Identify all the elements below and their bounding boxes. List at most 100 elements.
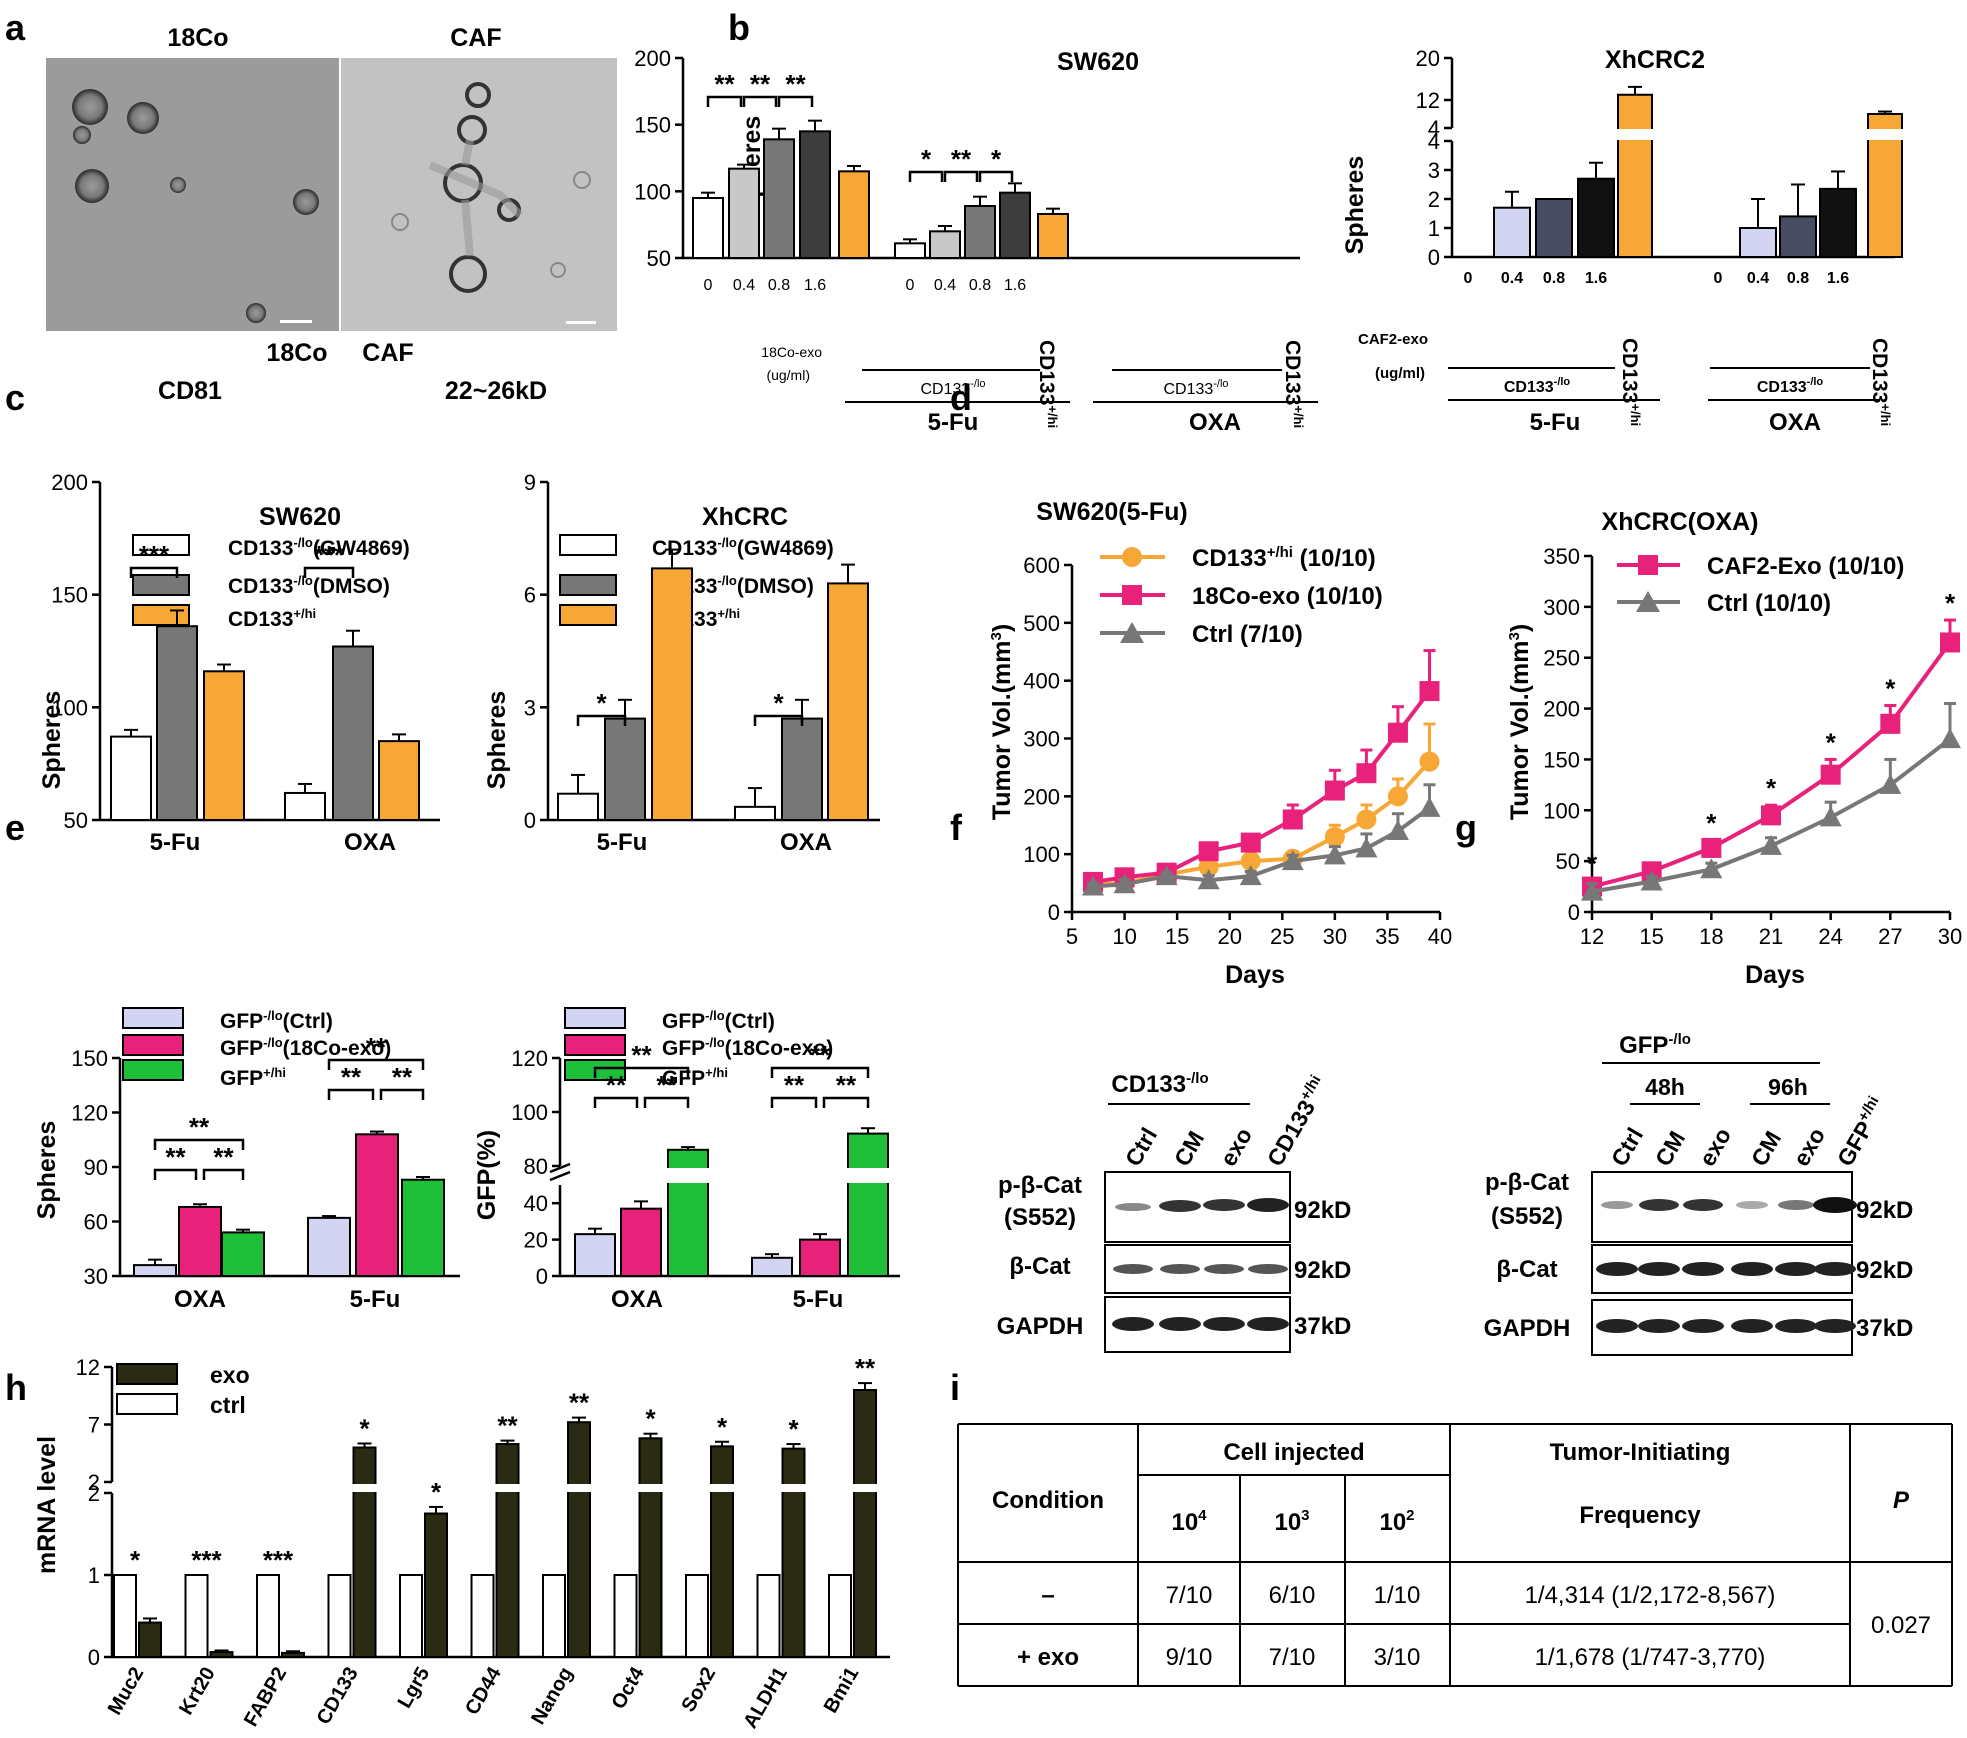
b1-bar-5-Fu-0 <box>692 197 724 259</box>
e2-sig-5-Fu-0-label: ** <box>784 1070 805 1100</box>
b2-bar-5-Fu-3 <box>1577 177 1615 258</box>
h-bar-ctrl-CD133 <box>327 1574 352 1658</box>
c2-group-5fu: 5-Fu <box>597 829 648 856</box>
b1-group-5fu: 5-Fu <box>928 409 979 436</box>
e2-bar-OXA-1 <box>620 1207 662 1278</box>
h-sig-Sox2: * <box>717 1412 728 1442</box>
d1-point-2-0 <box>1082 875 1105 896</box>
d2-point-1-2 <box>1700 858 1723 879</box>
f-row1-label1: p-β-Cat <box>998 1172 1082 1199</box>
a-title-caf: CAF <box>450 24 501 52</box>
e1-legend-3: GFP+/hi <box>220 1065 286 1090</box>
d1-legend: CD133+/hi (10/10) 18Co-exo (10/10) Ctrl … <box>1100 544 1383 648</box>
h-bar-exo-Lgr5 <box>424 1512 448 1658</box>
a-wb-caf: CAF <box>362 339 413 367</box>
d1-lines <box>1082 649 1441 896</box>
b2-dose-1-1: 0.4 <box>1747 270 1769 287</box>
b2-break-gap-5-Fu <box>1616 129 1654 140</box>
c2-bar-5-Fu-1 <box>604 717 646 821</box>
e2-ylabel: GFP(%) <box>473 1130 501 1220</box>
e2-sig-OXA-1-label: ** <box>656 1070 677 1100</box>
d1-point-1-4 <box>1240 832 1261 853</box>
h-category-CD133: CD133 <box>313 1664 363 1729</box>
d2-xtick-label-1: 15 <box>1639 924 1663 949</box>
c2-ytick-label-1: 3 <box>524 695 536 720</box>
b2-dose-1-3: 1.6 <box>1827 270 1849 287</box>
h-bar-ctrl-CD44 <box>470 1574 495 1658</box>
d1-ytick-label-0: 0 <box>1048 900 1060 925</box>
c2-sig-5-Fu-label: * <box>596 688 607 718</box>
b2-ytick-label-lower-2: 2 <box>1428 187 1440 212</box>
c1-bar-OXA-0 <box>284 791 326 822</box>
d1-line-0 <box>1092 760 1431 887</box>
i-row1-c2: 6/10 <box>1269 1582 1316 1609</box>
b2-dose-title: CAF2-exo <box>1358 331 1428 348</box>
h-category-FABP2: FABP2 <box>240 1664 291 1731</box>
c1-bar-OXA-2 <box>378 740 420 822</box>
tem-caf-vesicles <box>391 82 596 324</box>
h-ytick-label-upper-1: 7 <box>88 1413 100 1438</box>
g-row1-size: 92kD <box>1856 1197 1913 1224</box>
e2-ytick-label-upper-1: 100 <box>511 1100 548 1125</box>
i-header-p: P <box>1893 1487 1910 1514</box>
b1-dose-0-3: 1.6 <box>804 277 826 294</box>
panel-g: GFP-/lo 48h 96h Ctrl CM exo CM exo GFP+/… <box>1484 1031 1913 1356</box>
e2-sig-5-Fu-1-line <box>822 1096 870 1108</box>
f-row2-label: β-Cat <box>1009 1253 1070 1280</box>
e2-bar-5-Fu-0 <box>751 1256 793 1278</box>
f-bands <box>1112 1198 1289 1331</box>
c1-bars: *** *** <box>110 540 420 822</box>
c1-title: SW620 <box>259 503 341 531</box>
h-ytick-label-upper-2: 12 <box>76 1355 100 1380</box>
b2-ytick-label-lower-4: 4 <box>1428 129 1440 154</box>
d1-point-2-1 <box>1113 873 1136 894</box>
c2-legend: CD133-/lo(GW4869) CD133-/lo(DMSO) CD133+… <box>559 534 834 631</box>
d1-xtick-label-1: 10 <box>1112 924 1136 949</box>
h-legend: exo ctrl <box>116 1362 250 1418</box>
d2-ytick-label-1: 50 <box>1556 849 1580 874</box>
e1-ytick-label-0: 30 <box>84 1264 108 1289</box>
b1-bar-5-Fu-3 <box>799 130 831 259</box>
c1-sig-5-Fu-line <box>129 566 179 578</box>
c2-bar-OXA-1 <box>781 717 823 821</box>
h-ylabel: mRNA level <box>33 1436 61 1574</box>
d1-ytick-label-1: 100 <box>1023 842 1060 867</box>
b1-sig-OXA-0-line <box>908 170 944 182</box>
e1-sig-5-Fu-2-line <box>327 1058 425 1070</box>
panel-a: 18Co CAF 18Co CAF CD81 2 <box>46 24 617 405</box>
f-lane-cm: CM <box>1169 1127 1209 1171</box>
b1-sig-OXA-2-line <box>978 170 1014 182</box>
b2-group-5fu: 5-Fu <box>1530 409 1581 436</box>
b2-group-oxa: OXA <box>1769 409 1821 436</box>
h-category-ALDH1: ALDH1 <box>739 1664 791 1733</box>
b1-sig-5-Fu-0-line <box>706 95 743 107</box>
e2-break-gap-OXA-2 <box>666 1168 710 1183</box>
d2-sig-2: * <box>1766 773 1777 803</box>
d1-ytick-label-3: 300 <box>1023 727 1060 752</box>
b2-dose-0-2: 0.8 <box>1543 270 1565 287</box>
e1-group-5fu: 5-Fu <box>350 1286 401 1313</box>
d2-legend: CAF2-Exo (10/10) Ctrl (10/10) <box>1617 553 1904 617</box>
panel-c: SW620 CD133-/lo(GW4869) CD133-/lo(DMSO) … <box>38 470 880 856</box>
b1-sig-5-Fu-1-line <box>742 95 778 107</box>
e2-axes: 0 20 40 80 100 120 <box>511 1046 900 1289</box>
d2-sig-3: * <box>1826 727 1837 757</box>
e2-sig-OXA-0-line <box>593 1096 639 1108</box>
d1-point-1-5 <box>1282 809 1303 830</box>
i-table-grid <box>957 1423 1953 1687</box>
e2-ytick-label-lower-0: 0 <box>536 1264 548 1289</box>
h-bar-exo-Bmi1 <box>853 1389 877 1658</box>
b2-bar-OXA-3 <box>1819 187 1857 259</box>
b2-dose-labels: 0 0.4 0.8 1.6 0 0.4 0.8 1.6 <box>1464 270 1850 287</box>
d1-line-1 <box>1092 689 1432 884</box>
h-sig-ALDH1: * <box>788 1414 799 1444</box>
e1-group-oxa: OXA <box>174 1286 226 1313</box>
f-row1-size: 92kD <box>1294 1197 1351 1224</box>
i-row1-c3: 1/10 <box>1374 1582 1421 1609</box>
e1-bar-OXA-1 <box>178 1205 222 1278</box>
f-row2-size: 92kD <box>1294 1257 1351 1284</box>
c1-ytick-label-1: 100 <box>51 695 88 720</box>
g-bands <box>1596 1197 1857 1333</box>
h-bar-ctrl-FABP2 <box>256 1574 280 1658</box>
i-header-cells: Cell injected <box>1223 1439 1364 1466</box>
